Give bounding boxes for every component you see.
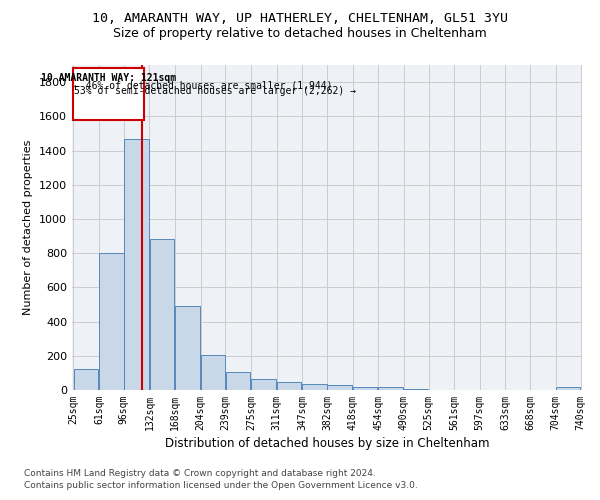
Text: Contains public sector information licensed under the Open Government Licence v3: Contains public sector information licen… (24, 481, 418, 490)
Bar (302, 384, 327, 390)
Bar (277, 382, 301, 390)
Bar (99, 253, 124, 390)
Text: Contains HM Land Registry data © Crown copyright and database right 2024.: Contains HM Land Registry data © Crown c… (24, 468, 376, 477)
Text: 10 AMARANTH WAY: 121sqm: 10 AMARANTH WAY: 121sqm (41, 73, 176, 83)
X-axis label: Distribution of detached houses by size in Cheltenham: Distribution of detached houses by size … (165, 437, 489, 450)
Bar (74, 368, 98, 390)
Bar (379, 388, 403, 390)
Text: 10, AMARANTH WAY, UP HATHERLEY, CHELTENHAM, GL51 3YU: 10, AMARANTH WAY, UP HATHERLEY, CHELTENH… (92, 12, 508, 26)
Bar (175, 306, 200, 390)
Bar (251, 379, 275, 390)
Text: 53% of semi-detached houses are larger (2,262) →: 53% of semi-detached houses are larger (… (74, 86, 356, 96)
Bar (353, 386, 377, 390)
Bar (226, 372, 250, 390)
Text: ← 46% of detached houses are smaller (1,944): ← 46% of detached houses are smaller (1,… (74, 80, 332, 90)
Bar (327, 385, 352, 390)
Bar (556, 388, 580, 390)
Bar (404, 389, 428, 390)
Text: Size of property relative to detached houses in Cheltenham: Size of property relative to detached ho… (113, 28, 487, 40)
Bar (201, 355, 225, 390)
Bar (149, 240, 174, 390)
Bar (124, 138, 149, 390)
Y-axis label: Number of detached properties: Number of detached properties (23, 140, 34, 315)
FancyBboxPatch shape (73, 68, 144, 120)
